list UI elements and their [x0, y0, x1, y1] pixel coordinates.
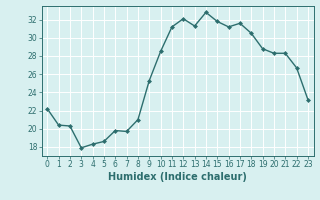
X-axis label: Humidex (Indice chaleur): Humidex (Indice chaleur) [108, 172, 247, 182]
